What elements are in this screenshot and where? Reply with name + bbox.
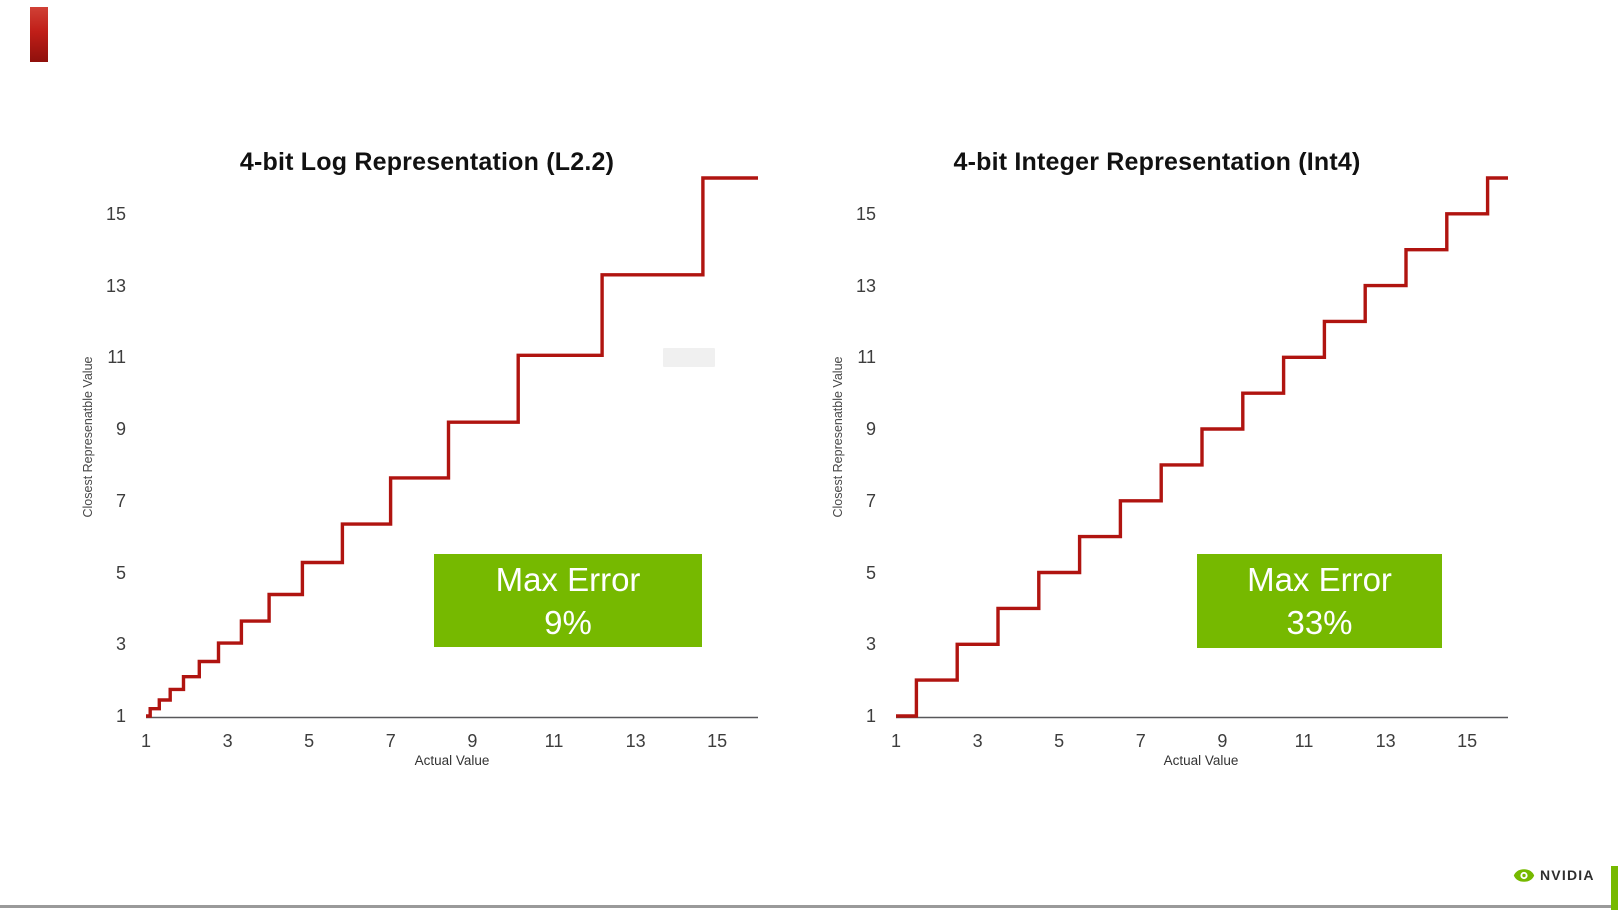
erased-label-patch [663, 348, 715, 367]
y-tick-label: 13 [855, 275, 876, 296]
plot-svg [896, 176, 1508, 719]
y-tick-label: 9 [865, 419, 876, 440]
nvidia-logo: NVIDIA [1513, 866, 1595, 884]
x-tick-label: 15 [707, 731, 728, 751]
x-tick-label: 5 [1054, 731, 1065, 751]
y-tick-label: 3 [865, 634, 876, 655]
x-tick-label: 11 [1294, 731, 1314, 751]
x-tick-label: 13 [625, 731, 646, 751]
red-playhead-marker [30, 7, 48, 62]
y-tick-label: 5 [865, 562, 876, 583]
y-tick-label: 1 [865, 706, 876, 726]
plot-svg [146, 176, 758, 719]
y-tick-label: 11 [857, 347, 876, 368]
nvidia-eye-icon [1513, 868, 1535, 882]
max-error-badge: Max Error 33% [1197, 554, 1442, 648]
plot-area [876, 170, 1528, 735]
chart-title: 4-bit Integer Representation (Int4) [953, 147, 1361, 176]
y-tick-label: 7 [865, 490, 876, 511]
x-axis-title: Actual Value [414, 753, 490, 768]
y-tick-label: 11 [107, 347, 126, 368]
step-curve [896, 176, 1508, 718]
max-error-label: Max Error [1247, 561, 1392, 598]
y-tick-label: 1 [115, 706, 126, 726]
y-tick-label: 3 [115, 634, 126, 655]
y-tick-label: 13 [105, 275, 126, 296]
x-axis-title: Actual Value [1163, 753, 1239, 768]
x-tick-label: 13 [1375, 731, 1396, 751]
x-tick-label: 3 [972, 731, 983, 751]
x-tick-label: 3 [222, 731, 233, 751]
x-tick-label: 5 [304, 731, 315, 751]
chart-title: 4-bit Log Representation (L2.2) [239, 147, 615, 176]
x-tick-label: 1 [140, 731, 151, 751]
x-tick-label: 9 [467, 731, 478, 751]
y-tick-label: 15 [105, 203, 126, 224]
y-tick-label: 7 [115, 490, 126, 511]
y-tick-label: 5 [115, 562, 126, 583]
x-tick-label: 1 [890, 731, 901, 751]
x-tick-label: 11 [544, 731, 564, 751]
x-tick-label: 15 [1457, 731, 1478, 751]
max-error-badge: Max Error 9% [434, 554, 702, 647]
max-error-value: 9% [544, 603, 592, 641]
x-tick-label: 7 [385, 731, 396, 751]
nvidia-wordmark: NVIDIA [1540, 867, 1595, 883]
x-tick-label: 9 [1217, 731, 1228, 751]
accent-green-bar [1611, 866, 1618, 910]
y-tick-label: 15 [855, 203, 876, 224]
max-error-label: Max Error [495, 560, 641, 598]
y-tick-label: 9 [115, 419, 126, 440]
plot-area [126, 170, 778, 735]
x-tick-label: 7 [1135, 731, 1146, 751]
bottom-divider-line [0, 905, 1618, 908]
max-error-value: 33% [1286, 604, 1353, 641]
step-curve [146, 176, 758, 718]
